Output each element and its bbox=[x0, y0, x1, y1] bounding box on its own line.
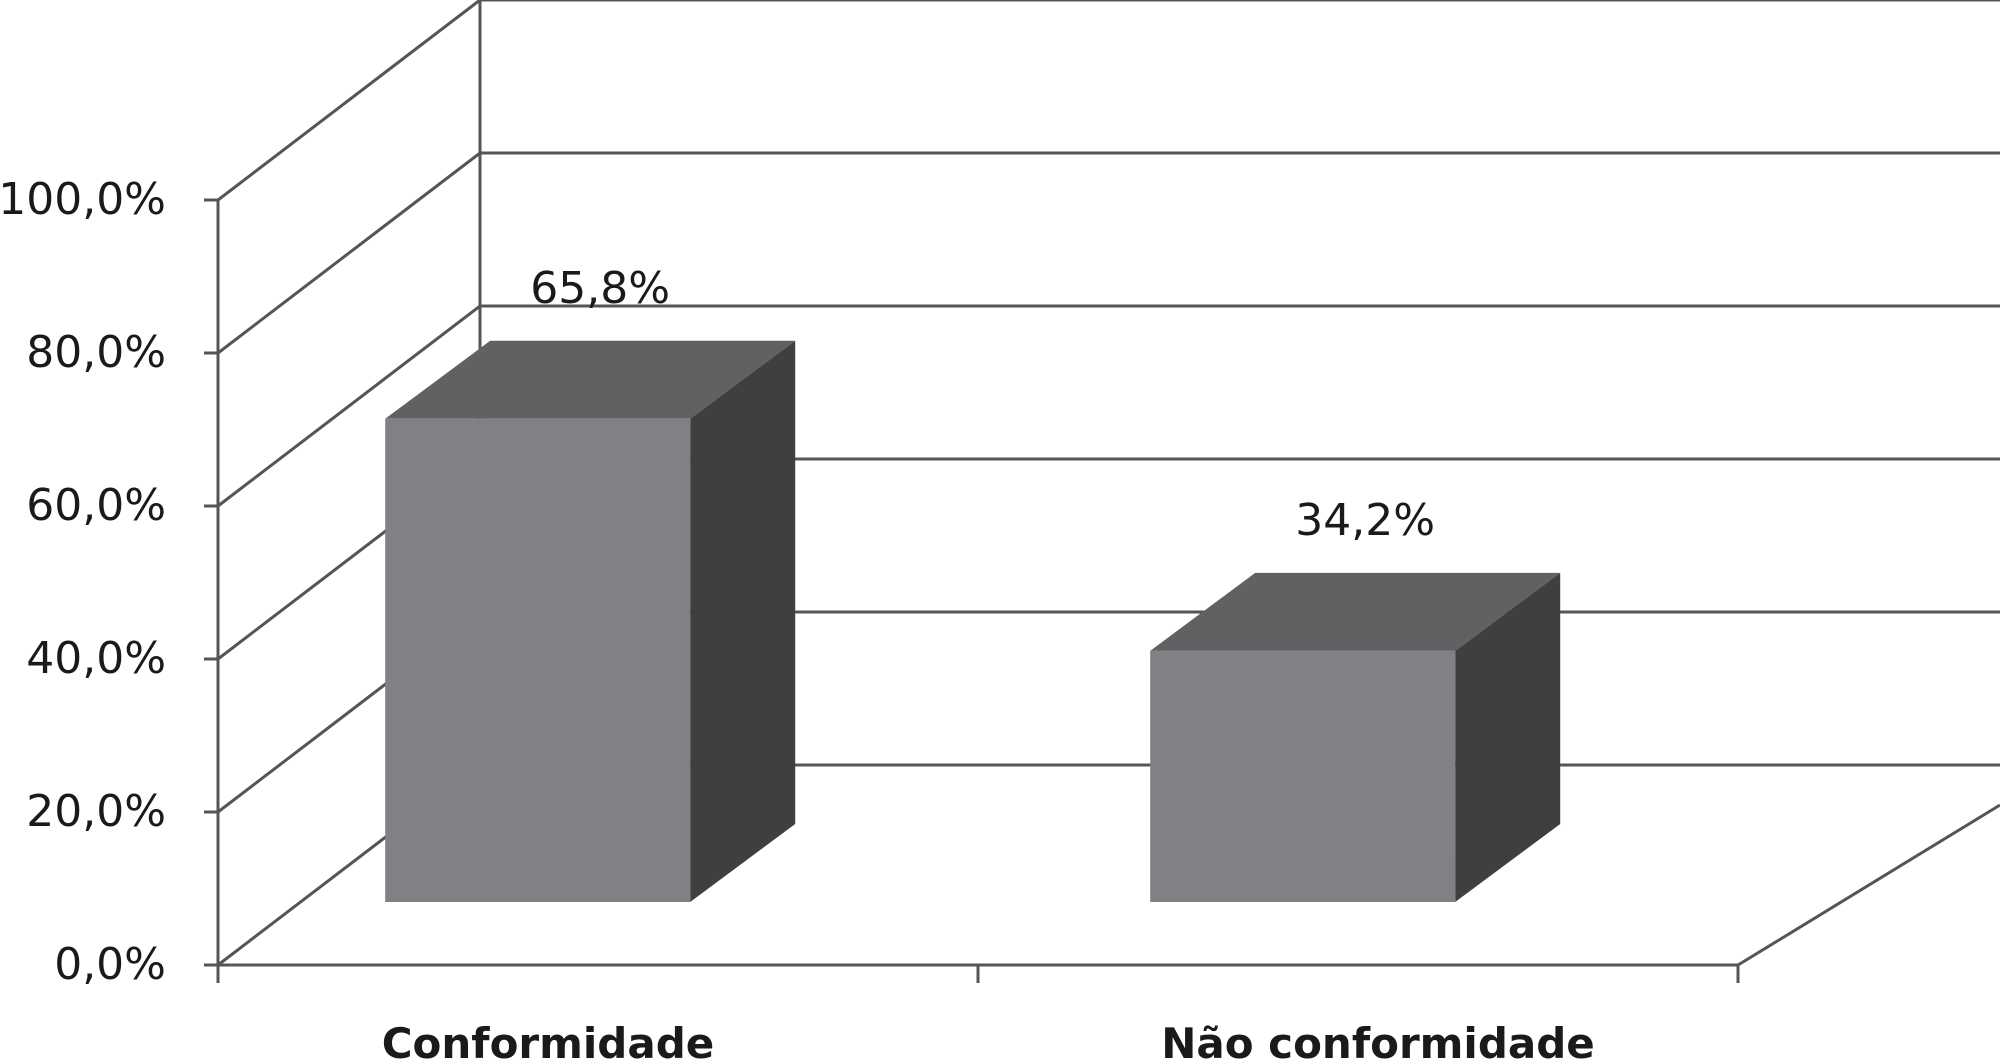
y-tick-label: 80,0% bbox=[26, 327, 166, 378]
bar-side bbox=[1455, 572, 1561, 902]
bar bbox=[1150, 572, 1561, 902]
bar-top bbox=[385, 340, 796, 419]
data-label: 34,2% bbox=[1295, 495, 1435, 546]
bar-side bbox=[690, 340, 796, 903]
gridline bbox=[217, 0, 2000, 202]
y-tick-label: 20,0% bbox=[26, 786, 166, 837]
y-tick-label: 0,0% bbox=[54, 939, 166, 990]
category-label: Não conformidade bbox=[1161, 1019, 1595, 1061]
bar bbox=[385, 340, 796, 903]
data-label: 65,8% bbox=[530, 263, 670, 314]
category-label: Conformidade bbox=[382, 1019, 715, 1061]
y-tick-label: 60,0% bbox=[26, 480, 166, 531]
floor-right-edge bbox=[1737, 803, 2000, 967]
bar-top bbox=[1150, 572, 1561, 651]
label-layer: 0,0% 20,0% 40,0% 60,0% 80,0% 100,0% 65,8% Confo… bbox=[0, 174, 1595, 1061]
y-tick-label: 40,0% bbox=[26, 633, 166, 684]
bar-layer bbox=[385, 340, 1561, 903]
bar-front bbox=[1150, 650, 1456, 902]
gridline bbox=[217, 151, 2000, 355]
y-tick-label: 100,0% bbox=[0, 174, 166, 225]
bar-front bbox=[385, 418, 691, 902]
